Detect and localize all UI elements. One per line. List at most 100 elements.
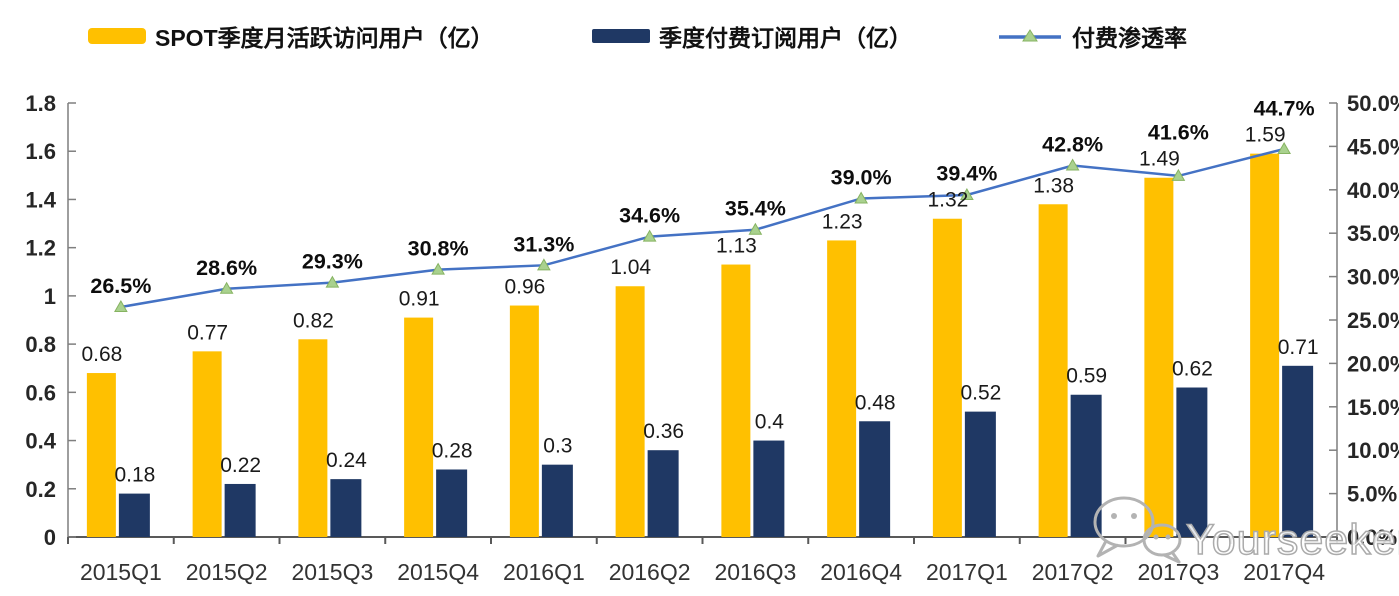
subscribers-bar [753,440,785,537]
penetration-marker [642,229,657,242]
x-axis-label: 2017Q1 [926,559,1008,585]
x-axis-label: 2016Q2 [609,559,691,585]
legend-item-penetration: 付费渗透率 [997,19,1187,53]
legend-item-mau: SPOT季度月活跃访问用户（亿） [88,19,494,53]
right-axis-tick-label: 40.0% [1347,178,1399,203]
right-axis-tick-label: 30.0% [1347,265,1399,290]
right-axis-tick-label: 45.0% [1347,134,1399,159]
penetration-marker [219,281,234,294]
x-axis-label: 2015Q4 [397,559,479,585]
x-axis-label: 2015Q1 [80,559,162,585]
x-axis-label: 2016Q3 [714,559,796,585]
penetration-value-label: 29.3% [302,250,363,274]
subscribers-value-label: 0.24 [326,449,367,472]
subscribers-value-label: 0.71 [1278,336,1319,359]
right-axis-tick-label: 5.0% [1347,482,1397,507]
subscribers-value-label: 0.4 [755,411,785,434]
subscribers-bar [1282,365,1314,537]
mau-bar [1038,204,1068,537]
mau-value-label: 0.96 [504,276,545,299]
penetration-line [120,147,1285,309]
subscribers-bar [224,483,256,537]
x-axis-label: 2016Q1 [503,559,585,585]
mau-bar [86,373,116,537]
penetration-value-label: 34.6% [619,204,680,228]
subscribers-value-label: 0.36 [643,420,684,443]
left-axis-tick-label: 1.6 [25,139,56,164]
penetration-marker [748,222,763,235]
mau-bar [615,286,645,537]
left-axis-tick-label: 1.2 [25,236,56,261]
mau-value-label: 1.49 [1139,148,1180,171]
penetration-marker [1171,168,1186,181]
penetration-value-label: 39.4% [936,162,997,186]
subscribers-bar [1070,394,1102,537]
penetration-marker [537,258,551,271]
mau-value-label: 1.13 [716,235,757,258]
legend-item-subscribers: 季度付费订阅用户（亿） [592,19,912,53]
right-axis-tick-label: 10.0% [1347,438,1399,463]
mau-value-label: 0.82 [293,309,334,332]
penetration-marker [431,262,445,275]
left-axis-tick-label: 0.6 [25,380,56,405]
penetration-marker [325,275,340,288]
penetration-legend-swatch [999,29,1061,42]
left-axis-tick-label: 0.2 [25,477,56,502]
x-axis-label: 2015Q3 [291,559,373,585]
subscribers-value-label: 0.59 [1066,365,1107,388]
subscribers-bar [1176,387,1208,537]
subscribers-value-label: 0.18 [114,464,155,487]
subscribers-bar [647,450,679,537]
left-axis-tick-label: 0.4 [25,429,56,454]
subscribers-value-label: 0.52 [960,382,1001,405]
subscribers-legend-swatch [592,29,650,43]
left-axis-tick-label: 1.8 [25,91,56,116]
left-axis-tick-label: 0.8 [25,332,56,357]
x-axis-label: 2015Q2 [186,559,268,585]
mau-bar [192,351,222,537]
subscribers-value-label: 0.48 [855,391,896,414]
subscribers-value-label: 0.22 [220,454,261,477]
penetration-value-label: 39.0% [831,165,892,189]
penetration-value-label: 28.6% [196,256,257,280]
penetration-value-label: 41.6% [1148,121,1209,145]
subscribers-legend-label: 季度付费订阅用户（亿） [659,25,912,51]
penetration-marker [114,299,128,312]
left-axis-tick-label: 1 [44,284,56,309]
penetration-value-label: 31.3% [513,232,574,256]
mau-value-label: 1.59 [1245,124,1286,147]
penetration-legend-label: 付费渗透率 [1072,25,1187,51]
subscribers-bar [330,479,362,537]
mau-value-label: 1.32 [927,189,968,212]
x-axis-label: 2017Q2 [1032,559,1114,585]
x-axis-label: 2017Q4 [1243,559,1325,585]
mau-value-label: 0.91 [399,288,440,311]
right-axis-tick-label: 20.0% [1347,351,1399,376]
mau-value-label: 0.77 [187,321,228,344]
right-axis-tick-label: 50.0% [1347,91,1399,116]
subscribers-value-label: 0.28 [432,439,473,462]
x-axis-label: 2017Q3 [1137,559,1219,585]
penetration-marker [1277,141,1291,155]
right-axis-tick-label: 35.0% [1347,221,1399,246]
mau-legend-label: SPOT季度月活跃访问用户（亿） [155,25,494,51]
mau-legend-swatch [88,28,146,44]
mau-bar [827,240,857,537]
mau-value-label: 1.38 [1033,174,1074,197]
left-axis-tick-label: 0 [44,525,56,550]
penetration-marker [854,191,868,204]
penetration-value-label: 42.8% [1042,132,1103,156]
right-axis-tick-label: 0.0% [1347,525,1397,550]
right-axis-tick-label: 15.0% [1347,395,1399,420]
right-axis-tick-label: 25.0% [1347,308,1399,333]
penetration-marker [1065,158,1080,171]
subscribers-bar [436,469,468,537]
mau-bar [1250,153,1280,537]
penetration-value-label: 35.4% [725,197,786,221]
mau-bar [721,264,751,537]
mau-value-label: 1.04 [610,256,651,279]
mau-bar [298,339,328,537]
mau-bar [509,305,539,537]
x-axis-label: 2016Q4 [820,559,902,585]
subscribers-bar [541,464,573,537]
